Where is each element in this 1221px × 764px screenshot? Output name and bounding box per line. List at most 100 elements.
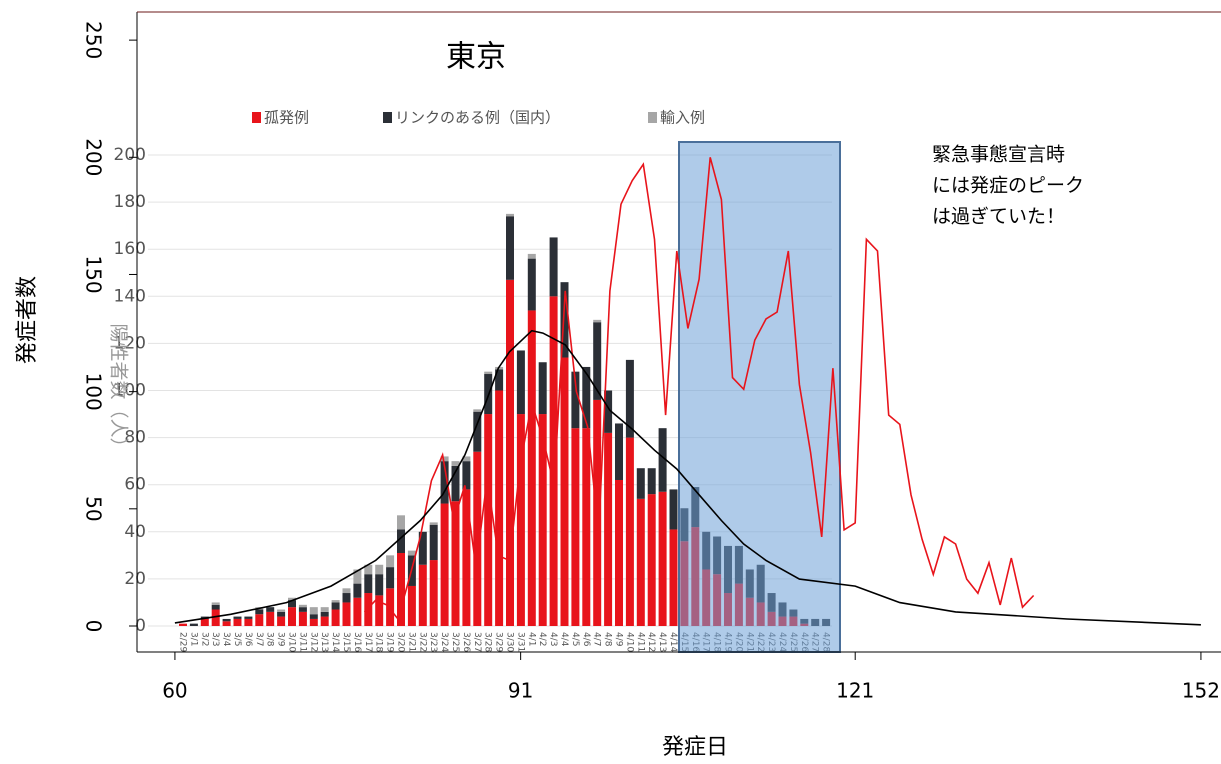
x-tick-label: 3/11: [297, 632, 307, 652]
y-tick-label: 50: [82, 496, 106, 521]
bar-segment: [309, 618, 318, 626]
bar-segment: [277, 609, 286, 612]
bar-segment: [473, 451, 482, 626]
bar-segment: [331, 609, 340, 626]
bar-segment: [288, 597, 296, 601]
highlight-period: [678, 141, 841, 653]
bar-segment: [244, 616, 253, 619]
bar-segment: [604, 432, 613, 626]
bar-segment: [473, 411, 482, 452]
bar-segment: [288, 600, 296, 608]
inner-y-tick-label: 140: [114, 286, 146, 306]
x-tick-label: 3/10: [287, 632, 297, 652]
bar-segment: [571, 371, 580, 429]
bar-segment: [636, 498, 645, 626]
bar-segment: [211, 609, 220, 626]
bar-segment: [484, 371, 493, 375]
bar-segment: [407, 585, 416, 626]
bar-segment: [571, 428, 580, 626]
x-tick-label: 4/3: [548, 632, 558, 646]
bar-segment: [244, 618, 253, 626]
bar-segment: [320, 607, 329, 612]
x-tick-label: 3/4: [221, 632, 231, 647]
bar-segment: [298, 607, 307, 612]
bar-segment: [593, 322, 602, 400]
x-tick-label: 3/26: [461, 632, 471, 652]
bar-segment: [473, 409, 482, 412]
x-tick-label: 3/23: [428, 632, 438, 652]
bar-segment: [386, 588, 395, 626]
bar-segment: [331, 602, 340, 610]
bar-segment: [266, 611, 275, 626]
bar-segment: [397, 515, 405, 530]
x-tick-label: 91: [508, 679, 533, 703]
bar-segment: [375, 595, 384, 626]
x-tick-label: 3/6: [243, 632, 253, 647]
bar-segment: [179, 623, 187, 626]
x-tick-label: 4/13: [657, 632, 667, 652]
bar-segment: [593, 319, 602, 323]
inner-y-tick-label: 100: [114, 381, 146, 401]
bar-segment: [320, 616, 329, 626]
y-tick-label: 0: [82, 620, 106, 633]
bar-segment: [222, 621, 231, 626]
bar-segment: [451, 461, 460, 466]
inner-y-tick-label: 160: [114, 239, 146, 259]
bar-segment: [397, 529, 405, 553]
bar-segment: [615, 479, 623, 626]
x-tick-label: 4/4: [559, 632, 569, 647]
x-tick-label: 3/14: [330, 632, 340, 652]
bar-segment: [636, 468, 645, 499]
bar-segment: [418, 531, 427, 565]
bar-segment: [407, 550, 416, 556]
bar-segment: [233, 616, 242, 619]
bar-segment: [298, 611, 307, 626]
x-tick-label: 3/20: [396, 632, 406, 652]
bar-segment: [462, 489, 471, 626]
bar-segment: [549, 237, 558, 297]
x-tick-label: 3/30: [505, 632, 515, 652]
x-tick-label: 3/19: [385, 632, 395, 652]
inner-y-tick-label: 80: [124, 428, 146, 448]
bar-segment: [375, 564, 384, 575]
bar-segment: [615, 423, 623, 480]
bar-segment: [353, 569, 362, 584]
bar-segment: [440, 503, 449, 626]
bar-segment: [658, 428, 667, 492]
x-tick-label: 60: [162, 679, 187, 703]
bar-segment: [625, 437, 634, 626]
bar-segment: [386, 555, 395, 568]
inner-y-tick-label: 20: [124, 569, 146, 589]
bar-segment: [462, 456, 471, 462]
x-tick-label: 4/14: [668, 632, 678, 652]
annotation: は過ぎていた！: [932, 206, 1065, 228]
y-tick-label: 200: [82, 138, 106, 176]
x-tick-label: 3/7: [254, 632, 264, 646]
x-tick-label: 4/6: [581, 632, 591, 647]
inner-y-tick-label: 180: [114, 192, 146, 212]
bar-segment: [451, 501, 460, 626]
bar-segment: [429, 560, 438, 626]
x-tick-label: 3/16: [352, 632, 362, 652]
x-tick-label: 3/31: [515, 632, 525, 652]
x-tick-label: 4/7: [592, 632, 602, 646]
bar-segment: [440, 461, 449, 504]
bar-segment: [495, 369, 504, 391]
x-tick-label: 4/1: [526, 632, 536, 646]
bar-segment: [309, 607, 318, 615]
legend-swatch: [252, 112, 261, 123]
legend-label: 孤発例: [264, 109, 309, 127]
bar-segment: [364, 574, 373, 594]
bar-segment: [506, 279, 514, 626]
inner-y-tick-label: 40: [124, 522, 146, 542]
bar-segment: [484, 414, 493, 626]
bar-segment: [495, 390, 504, 626]
bar-segment: [320, 611, 329, 617]
line-series: [174, 329, 1201, 626]
bar-segment: [364, 564, 373, 575]
inner-title: 東京: [446, 40, 506, 75]
bar-segment: [462, 461, 471, 490]
bar-segment: [353, 583, 362, 598]
bar-segment: [309, 614, 318, 619]
